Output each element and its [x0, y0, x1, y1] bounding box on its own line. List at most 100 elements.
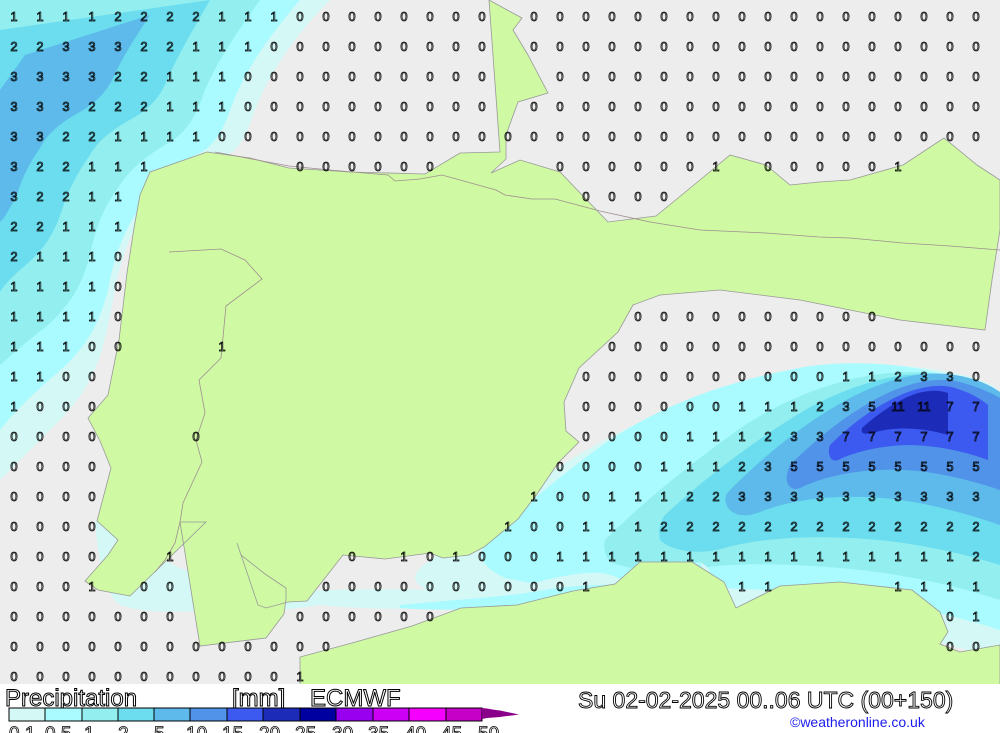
svg-text:0: 0: [868, 339, 875, 354]
svg-text:0: 0: [556, 519, 563, 534]
svg-text:0: 0: [114, 279, 121, 294]
svg-text:0: 0: [686, 369, 693, 384]
svg-text:0: 0: [712, 309, 719, 324]
svg-text:0: 0: [712, 39, 719, 54]
svg-text:5: 5: [894, 459, 901, 474]
svg-text:0: 0: [634, 429, 641, 444]
svg-text:2: 2: [192, 9, 199, 24]
svg-text:0: 0: [608, 429, 615, 444]
svg-text:1: 1: [88, 309, 95, 324]
svg-text:0: 0: [686, 9, 693, 24]
svg-text:1: 1: [218, 339, 225, 354]
svg-text:1: 1: [166, 69, 173, 84]
svg-text:0: 0: [426, 39, 433, 54]
svg-text:2: 2: [972, 519, 979, 534]
svg-text:1: 1: [114, 159, 121, 174]
svg-text:0: 0: [608, 339, 615, 354]
svg-text:0: 0: [738, 69, 745, 84]
svg-text:1: 1: [634, 489, 641, 504]
svg-text:0: 0: [62, 489, 69, 504]
svg-text:1: 1: [114, 129, 121, 144]
svg-text:0: 0: [842, 129, 849, 144]
svg-text:0: 0: [608, 69, 615, 84]
svg-text:2: 2: [140, 99, 147, 114]
svg-text:0: 0: [192, 429, 199, 444]
svg-text:1: 1: [738, 399, 745, 414]
svg-text:0: 0: [634, 309, 641, 324]
svg-text:3: 3: [10, 69, 17, 84]
svg-text:2: 2: [114, 9, 121, 24]
svg-text:0: 0: [660, 69, 667, 84]
svg-text:0: 0: [764, 159, 771, 174]
svg-text:1: 1: [920, 549, 927, 564]
svg-text:2: 2: [972, 549, 979, 564]
svg-text:©weatheronline.co.uk: ©weatheronline.co.uk: [790, 714, 926, 730]
svg-text:5: 5: [868, 459, 875, 474]
svg-text:0: 0: [790, 339, 797, 354]
svg-text:0: 0: [582, 99, 589, 114]
svg-text:0: 0: [426, 609, 433, 624]
svg-text:0: 0: [660, 189, 667, 204]
svg-text:0: 0: [738, 369, 745, 384]
svg-text:0: 0: [348, 39, 355, 54]
svg-text:0: 0: [348, 129, 355, 144]
svg-text:1: 1: [10, 279, 17, 294]
svg-text:0: 0: [608, 159, 615, 174]
svg-text:1: 1: [166, 549, 173, 564]
svg-text:0: 0: [166, 639, 173, 654]
svg-text:0: 0: [972, 39, 979, 54]
svg-text:0: 0: [36, 459, 43, 474]
svg-text:0: 0: [62, 639, 69, 654]
svg-text:30: 30: [332, 724, 353, 733]
svg-text:0: 0: [322, 69, 329, 84]
svg-text:1: 1: [894, 159, 901, 174]
svg-text:1: 1: [88, 279, 95, 294]
svg-text:0: 0: [582, 9, 589, 24]
svg-text:0: 0: [972, 99, 979, 114]
svg-text:1: 1: [764, 579, 771, 594]
svg-text:0: 0: [322, 639, 329, 654]
svg-text:0: 0: [634, 39, 641, 54]
svg-text:0: 0: [790, 369, 797, 384]
svg-text:0: 0: [556, 9, 563, 24]
svg-text:2: 2: [946, 519, 953, 534]
svg-text:0: 0: [634, 399, 641, 414]
svg-text:3: 3: [10, 99, 17, 114]
svg-text:0: 0: [842, 9, 849, 24]
svg-text:0: 0: [374, 39, 381, 54]
svg-text:0: 0: [88, 639, 95, 654]
svg-text:1: 1: [10, 339, 17, 354]
svg-text:0: 0: [816, 9, 823, 24]
svg-text:1: 1: [218, 99, 225, 114]
svg-text:3: 3: [62, 39, 69, 54]
svg-text:0: 0: [374, 129, 381, 144]
svg-text:0: 0: [894, 9, 901, 24]
svg-text:0: 0: [426, 99, 433, 114]
svg-text:0: 0: [244, 69, 251, 84]
svg-text:0: 0: [556, 159, 563, 174]
svg-text:1: 1: [84, 724, 95, 733]
svg-text:1: 1: [88, 219, 95, 234]
svg-text:3: 3: [920, 489, 927, 504]
svg-text:0: 0: [972, 369, 979, 384]
svg-text:0: 0: [816, 309, 823, 324]
svg-text:0: 0: [764, 309, 771, 324]
svg-text:1: 1: [816, 549, 823, 564]
svg-text:0: 0: [816, 69, 823, 84]
svg-text:3: 3: [764, 459, 771, 474]
svg-text:1: 1: [36, 309, 43, 324]
svg-text:0: 0: [660, 129, 667, 144]
svg-text:0: 0: [582, 39, 589, 54]
svg-text:0: 0: [530, 39, 537, 54]
svg-text:0: 0: [244, 669, 251, 684]
svg-text:0: 0: [348, 549, 355, 564]
svg-text:5: 5: [816, 459, 823, 474]
svg-text:1: 1: [686, 549, 693, 564]
svg-text:1: 1: [88, 9, 95, 24]
svg-text:0: 0: [166, 609, 173, 624]
svg-text:1: 1: [868, 549, 875, 564]
svg-text:0: 0: [270, 39, 277, 54]
svg-text:0: 0: [920, 9, 927, 24]
svg-text:0: 0: [790, 159, 797, 174]
svg-text:0: 0: [634, 69, 641, 84]
